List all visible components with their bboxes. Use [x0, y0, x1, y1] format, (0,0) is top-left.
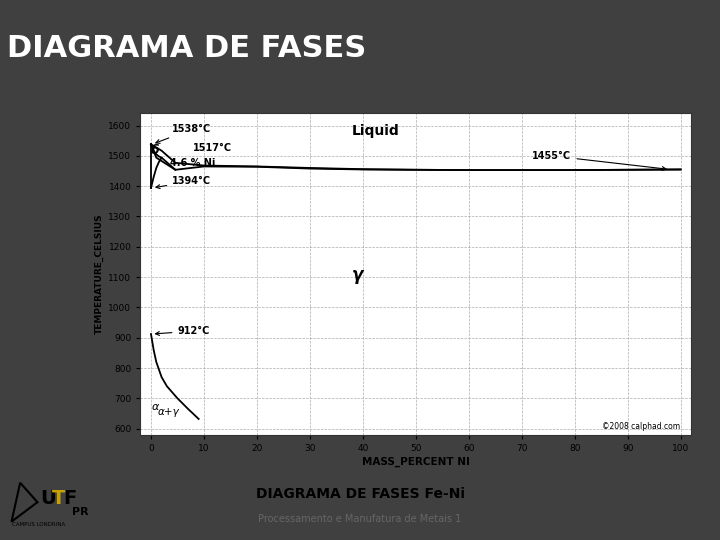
Text: 4.6 % Ni: 4.6 % Ni [169, 158, 215, 168]
Text: α: α [151, 402, 158, 413]
Text: 1394°C: 1394°C [156, 177, 211, 188]
Text: 912°C: 912°C [156, 326, 210, 336]
Text: Processamento e Manufatura de Metais 1: Processamento e Manufatura de Metais 1 [258, 515, 462, 524]
Text: U: U [40, 489, 55, 509]
Text: 1517°C: 1517°C [194, 143, 233, 153]
Text: α+γ: α+γ [158, 407, 179, 417]
Text: δ: δ [151, 144, 160, 157]
Text: PR: PR [72, 507, 89, 517]
Text: 1455°C: 1455°C [532, 151, 666, 171]
X-axis label: MASS_PERCENT NI: MASS_PERCENT NI [362, 457, 469, 467]
Text: DIAGRAMA DE FASES Fe-Ni: DIAGRAMA DE FASES Fe-Ni [256, 487, 464, 501]
Text: 1538°C: 1538°C [156, 124, 212, 143]
Text: F: F [63, 489, 76, 509]
Text: CAMPUS LONDRINA: CAMPUS LONDRINA [12, 522, 65, 528]
Text: Liquid: Liquid [352, 124, 400, 138]
Y-axis label: TEMPERATURE_CELSIUS: TEMPERATURE_CELSIUS [95, 214, 104, 334]
Text: γ: γ [352, 266, 364, 284]
Text: ©2008 calphad.com: ©2008 calphad.com [603, 422, 680, 431]
Text: DIAGRAMA DE FASES: DIAGRAMA DE FASES [7, 34, 366, 63]
Text: T: T [52, 489, 66, 509]
